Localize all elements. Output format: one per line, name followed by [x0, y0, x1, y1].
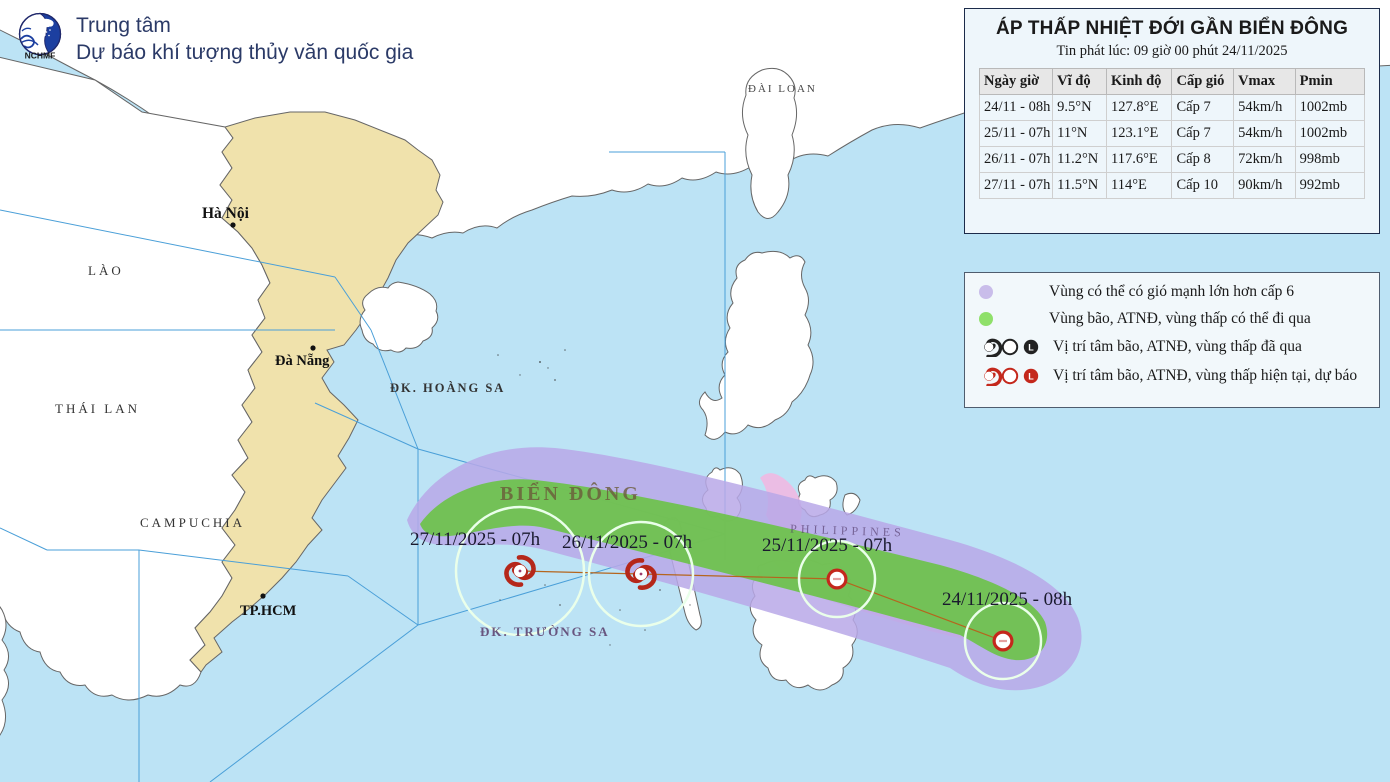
svg-text:THÁI LAN: THÁI LAN	[55, 401, 140, 416]
svg-text:ĐK. TRƯỜNG SA: ĐK. TRƯỜNG SA	[480, 624, 610, 639]
svg-text:Đà Nẵng: Đà Nẵng	[275, 353, 330, 369]
svg-text:L: L	[1028, 371, 1034, 381]
svg-text:LÀO: LÀO	[88, 263, 124, 278]
svg-text:Hà Nội: Hà Nội	[202, 205, 250, 222]
svg-text:27/11/2025 - 07h: 27/11/2025 - 07h	[410, 529, 541, 550]
svg-text:L: L	[1028, 342, 1034, 352]
svg-text:26/11/2025 - 07h: 26/11/2025 - 07h	[562, 532, 693, 553]
svg-text:ĐÀI LOAN: ĐÀI LOAN	[748, 83, 817, 95]
svg-text:BIỂN ĐÔNG: BIỂN ĐÔNG	[500, 481, 641, 505]
svg-text:TP.HCM: TP.HCM	[240, 603, 297, 619]
svg-text:NCHMF: NCHMF	[25, 51, 56, 61]
svg-text:ĐK. HOÀNG SA: ĐK. HOÀNG SA	[390, 381, 505, 395]
svg-text:CAMPUCHIA: CAMPUCHIA	[140, 515, 245, 530]
svg-text:24/11/2025 - 08h: 24/11/2025 - 08h	[942, 589, 1073, 610]
